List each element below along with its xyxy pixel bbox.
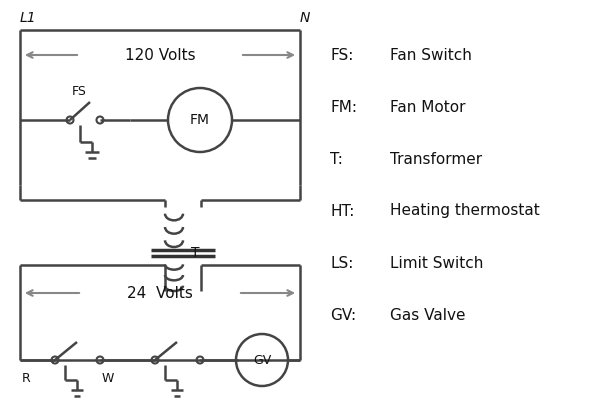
Text: FM: FM	[190, 113, 210, 127]
Text: Heating thermostat: Heating thermostat	[390, 204, 540, 218]
Text: T: T	[191, 246, 199, 260]
Circle shape	[196, 356, 204, 364]
Text: HT:: HT:	[330, 204, 355, 218]
Text: LS:: LS:	[330, 256, 353, 270]
Text: R: R	[22, 372, 31, 385]
Text: Fan Switch: Fan Switch	[390, 48, 472, 62]
Text: Limit Switch: Limit Switch	[390, 256, 483, 270]
Text: GV:: GV:	[330, 308, 356, 322]
Circle shape	[152, 356, 159, 364]
Circle shape	[67, 116, 74, 124]
Text: N: N	[300, 11, 310, 25]
Text: T:: T:	[330, 152, 343, 166]
Text: 120 Volts: 120 Volts	[124, 48, 195, 62]
Text: W: W	[102, 372, 114, 385]
Text: FS: FS	[72, 85, 87, 98]
Circle shape	[51, 356, 58, 364]
Circle shape	[97, 356, 103, 364]
Circle shape	[97, 116, 103, 124]
Text: 24  Volts: 24 Volts	[127, 286, 193, 300]
Text: Transformer: Transformer	[390, 152, 482, 166]
Text: Gas Valve: Gas Valve	[390, 308, 466, 322]
Text: FS:: FS:	[330, 48, 353, 62]
Text: FM:: FM:	[330, 100, 357, 114]
Text: Fan Motor: Fan Motor	[390, 100, 466, 114]
Text: GV: GV	[253, 354, 271, 366]
Text: L1: L1	[20, 11, 37, 25]
